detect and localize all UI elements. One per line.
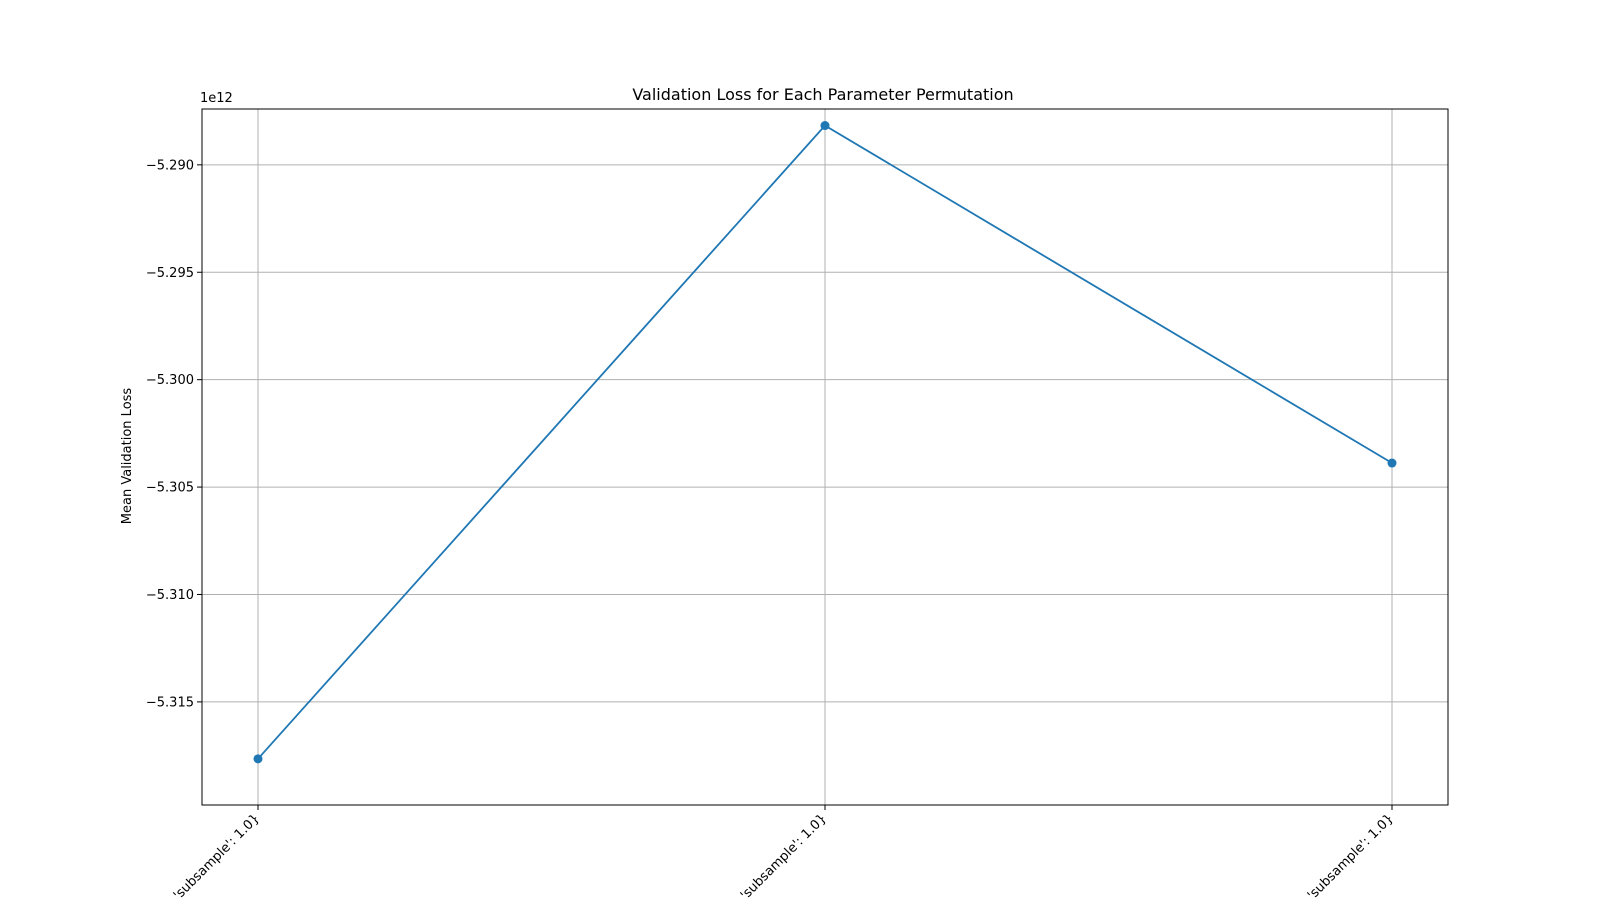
x-tick-label: 'subsample': 1.0} [738, 811, 830, 900]
data-point [1387, 458, 1397, 468]
axis-ticks: −5.315 −5.310 −5.305 −5.300 −5.295 −5.290 'sub… [146, 158, 1397, 900]
x-tick-label: 'subsample': 1.0} [1305, 811, 1397, 900]
series-layer [253, 121, 1397, 764]
x-tick-label: 'subsample': 1.0} [171, 811, 263, 900]
y-tick-label: −5.305 [146, 481, 194, 496]
y-axis-label: Mean Validation Loss [120, 388, 135, 525]
y-tick-label: −5.295 [146, 266, 194, 281]
y-tick-label: −5.300 [146, 373, 194, 388]
chart-title: Validation Loss for Each Parameter Permu… [632, 85, 1013, 104]
data-point [253, 754, 263, 764]
y-tick-label: −5.310 [146, 588, 194, 603]
y-tick-label: −5.290 [146, 158, 194, 173]
grid-lines [202, 109, 1448, 805]
data-point [820, 121, 830, 131]
y-axis-offset-label: 1e12 [200, 91, 233, 106]
y-tick-label: −5.315 [146, 695, 194, 710]
